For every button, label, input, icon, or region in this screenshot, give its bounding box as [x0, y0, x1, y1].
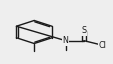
Text: S: S [81, 26, 86, 35]
Text: Cl: Cl [97, 41, 105, 50]
Text: N: N [62, 36, 68, 45]
